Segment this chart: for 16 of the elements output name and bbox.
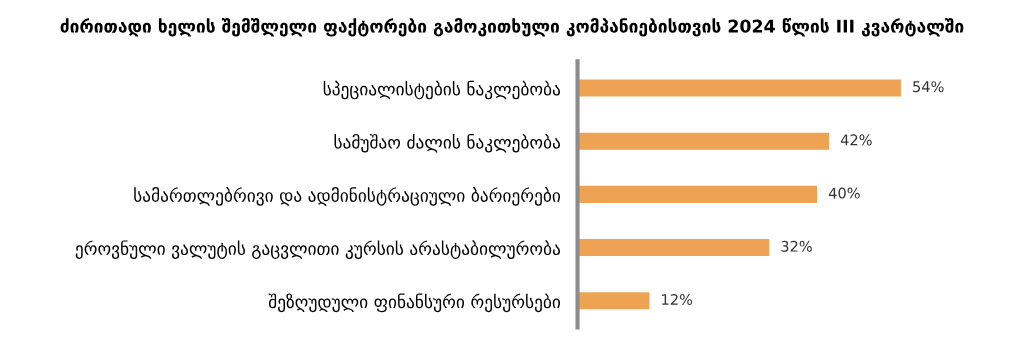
data-label: 40% (828, 187, 860, 199)
y-tick-label: ეროვნული ვალუტის გაცვლითი კურსის არასტაბილურობა (75, 240, 560, 259)
y-tick-label: სპეციალისტების ნაკლებობა (323, 80, 561, 100)
bar (577, 292, 650, 310)
y-tick-label: სამართლებრივი და ადმინისტრაციული ბარიერები (134, 187, 560, 206)
bar (577, 185, 818, 203)
bar (577, 239, 770, 257)
bar (577, 132, 830, 150)
y-tick-label: სამუშაო ძალის ნაკლებობა (334, 133, 561, 153)
data-label: 42% (840, 134, 872, 146)
data-label: 12% (662, 293, 693, 305)
data-label: 54% (913, 81, 944, 93)
bar (577, 79, 901, 97)
y-tick-label: შეზღუდული ფინანსური რესურსები (268, 293, 561, 313)
data-label: 32% (781, 240, 812, 252)
chart-title: ძირითადი ხელის შემშლელი ფაქტორები გამოკითხული კომპანიებისთვის 2024 წლის III კვარტალში (60, 18, 964, 37)
